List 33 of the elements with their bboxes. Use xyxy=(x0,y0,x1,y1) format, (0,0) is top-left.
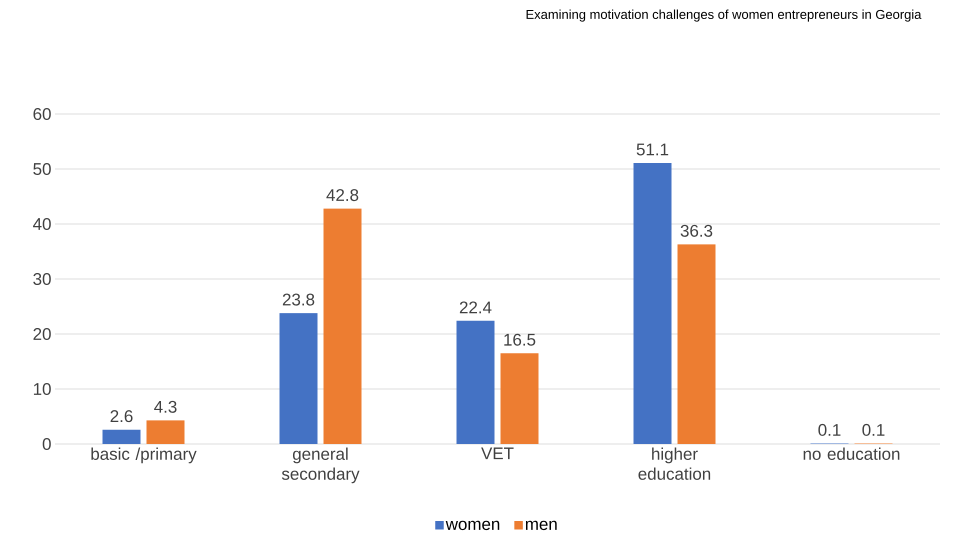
data-label: 22.4 xyxy=(460,301,492,314)
data-label: 0.1 xyxy=(818,424,840,436)
y-tick-label: 60 xyxy=(34,108,51,120)
bar xyxy=(634,162,672,444)
bar xyxy=(102,430,140,444)
y-tick-label: 30 xyxy=(33,273,51,286)
bar xyxy=(146,420,185,444)
data-label: 51.1 xyxy=(636,144,668,156)
y-tick-label: 20 xyxy=(34,328,51,340)
bar xyxy=(456,320,495,444)
legend-label: women xyxy=(446,520,500,530)
y-tick-label: 40 xyxy=(33,218,51,230)
legend-label: men xyxy=(526,520,557,530)
x-tick-label: general secondary xyxy=(282,448,360,484)
data-label: 42.8 xyxy=(326,189,358,202)
x-tick-label: VET xyxy=(481,448,514,460)
bar xyxy=(500,353,539,444)
y-tick-label: 0 xyxy=(42,438,51,450)
data-label: 16.5 xyxy=(504,334,536,346)
y-tick-label: 50 xyxy=(33,163,51,176)
y-tick-label: 10 xyxy=(34,383,51,396)
x-tick-label: basic /primary xyxy=(91,448,197,464)
data-label: 23.8 xyxy=(282,294,314,306)
bar xyxy=(324,208,362,444)
x-tick-label: no education xyxy=(804,448,900,460)
x-tick-label: higher education xyxy=(638,448,710,480)
bar xyxy=(280,313,318,444)
data-label: 36.3 xyxy=(680,224,712,237)
data-label: 4.3 xyxy=(154,400,177,413)
data-label: 2.6 xyxy=(110,410,133,422)
data-label: 0.1 xyxy=(862,424,884,436)
chart-title: Examining motivation challenges of women entrepreneurs in Georgia xyxy=(526,10,922,22)
bar xyxy=(678,244,716,444)
